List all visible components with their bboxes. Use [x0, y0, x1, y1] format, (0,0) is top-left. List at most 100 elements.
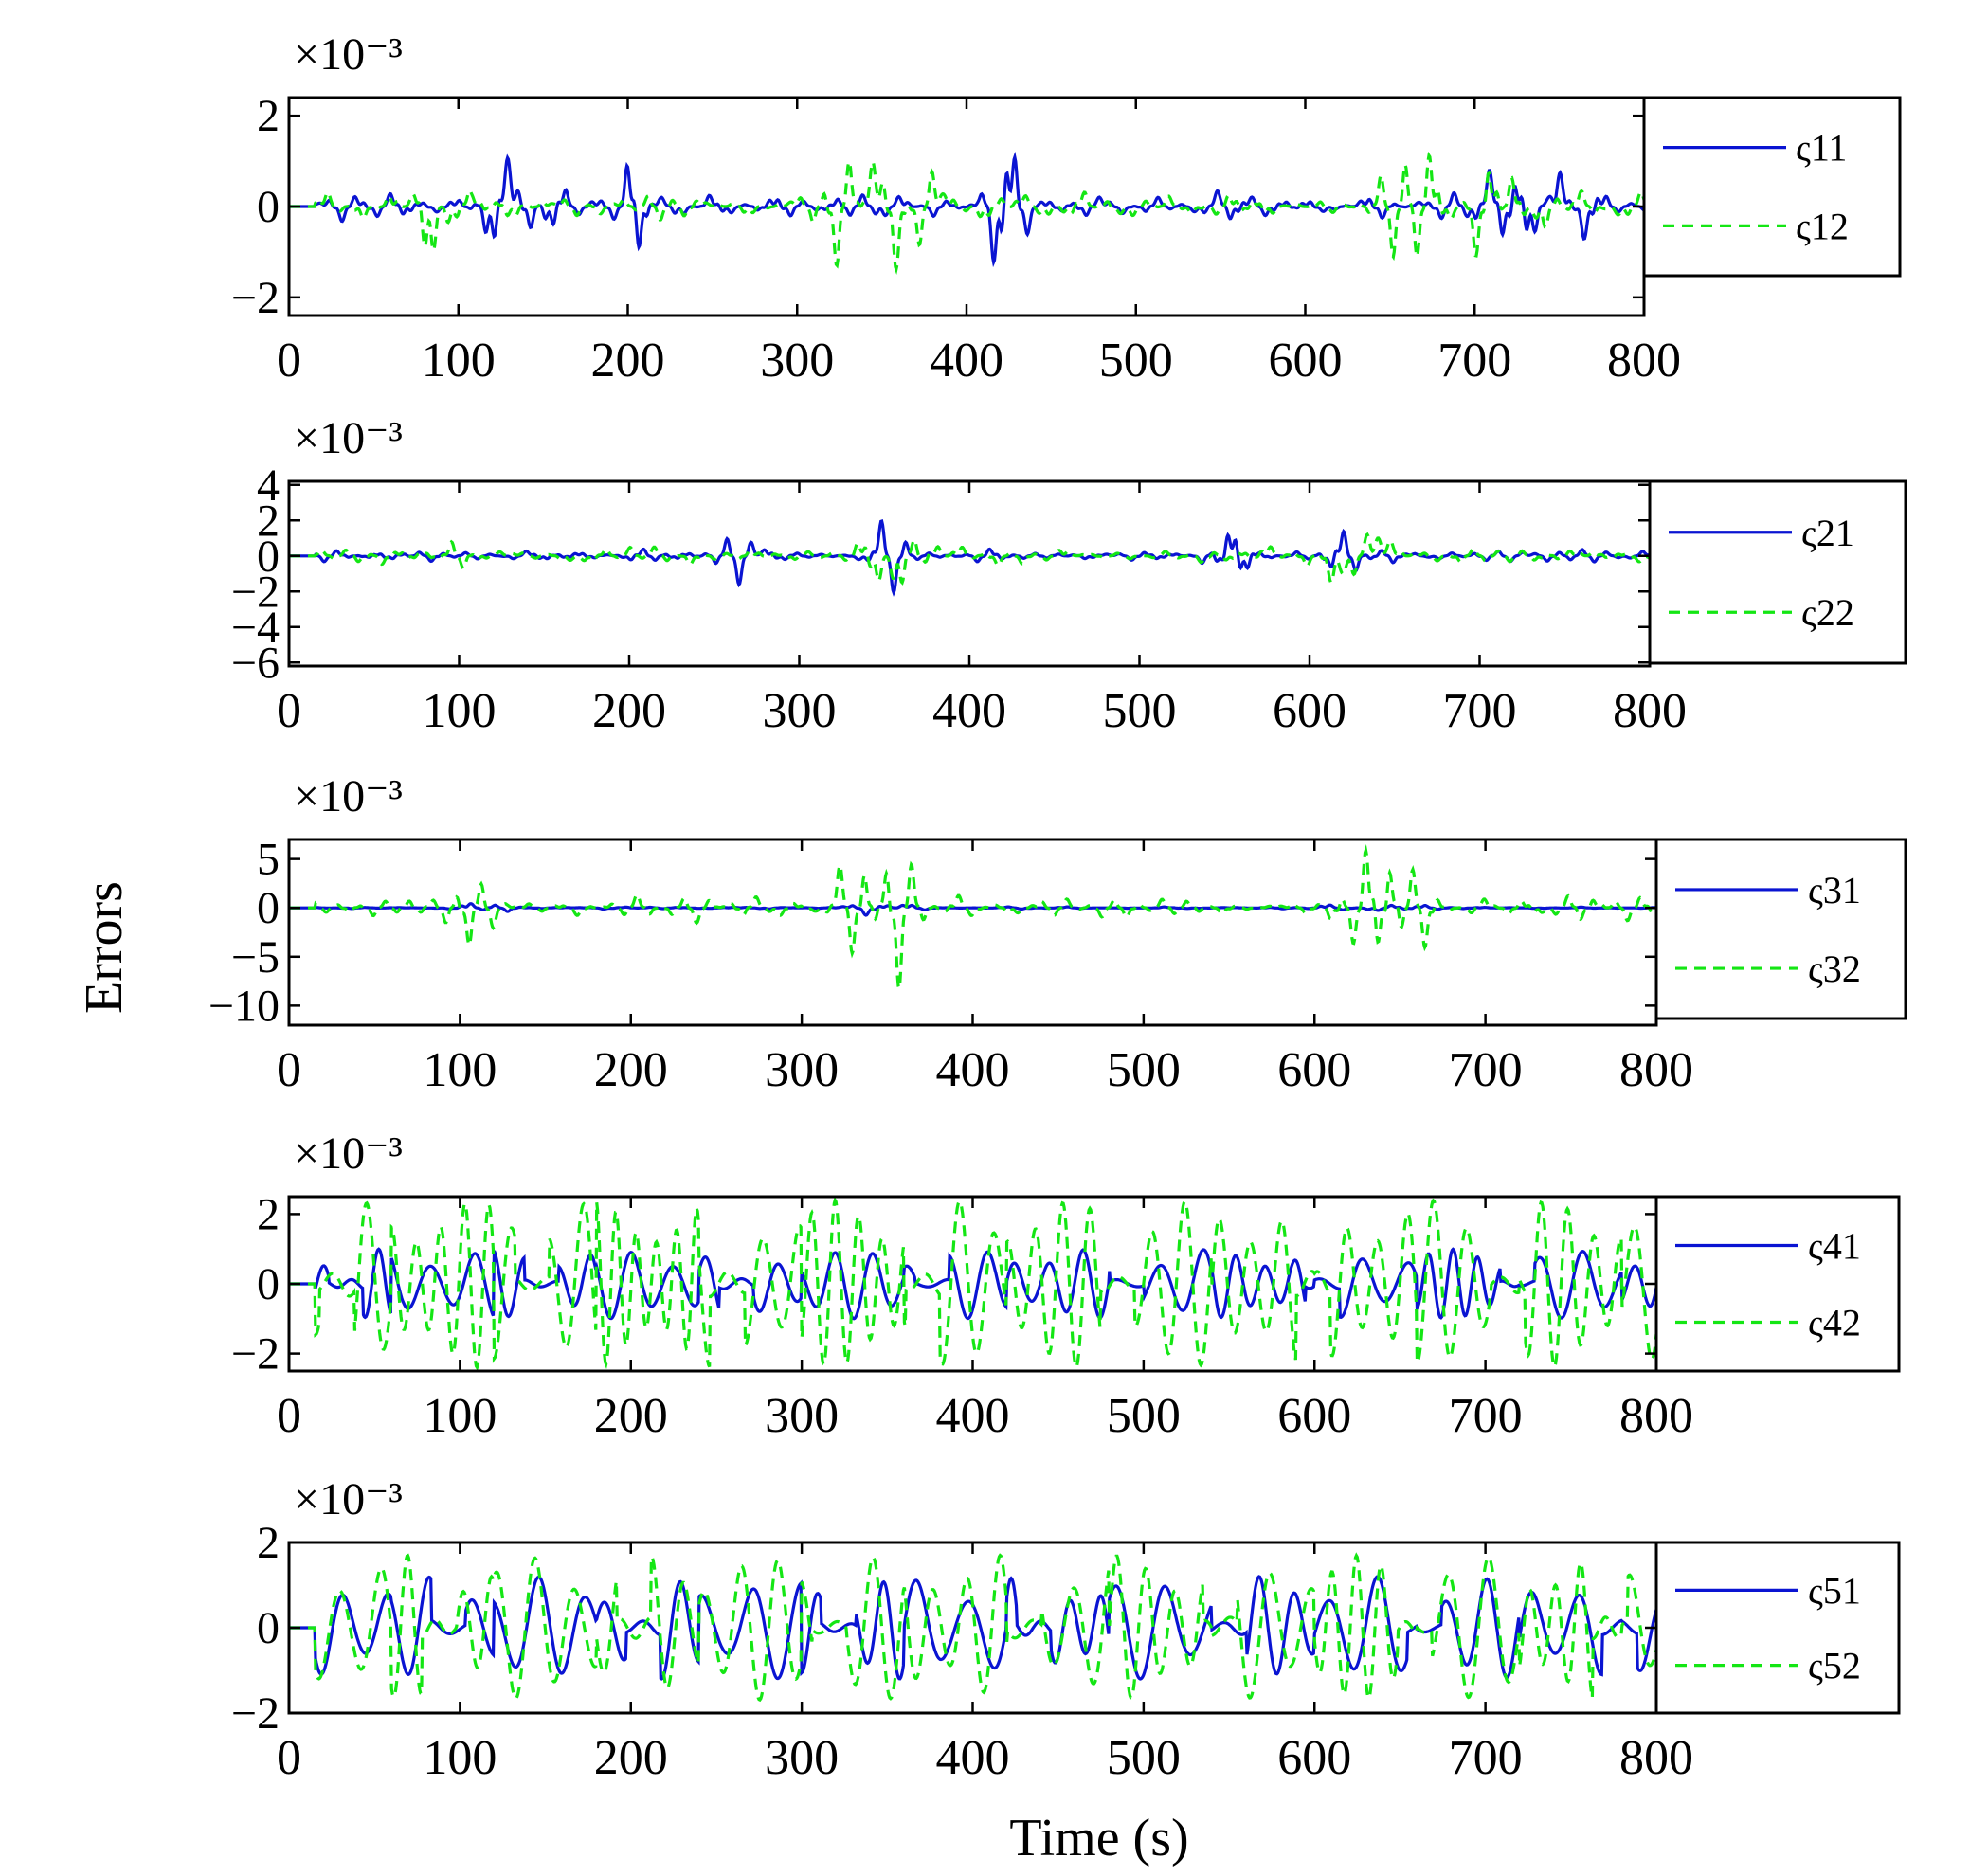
x-tick-label: 600: [1269, 334, 1343, 388]
x-tick-label: 500: [1107, 1389, 1181, 1443]
legend-label: ς51: [1808, 1569, 1861, 1612]
series-line-5-2: [289, 1552, 1656, 1703]
subplot-4: 0 100 200 300 400 500 600 700 800 −2 0 2 ×10⁻³ ς41 ς42: [231, 1128, 1901, 1443]
x-tick-label: 600: [1273, 684, 1346, 738]
x-tick-label: 400: [936, 1731, 1010, 1785]
y-tick-label: 2: [257, 496, 280, 546]
exponent-label: ×10⁻³: [294, 413, 403, 463]
subplot-2: 0 100 200 300 400 500 600 700 800−6−4−2024×10⁻³ς…: [231, 413, 1907, 738]
subplots: 0 100 200 300 400 500 600 700 800−202×10⁻³ς11ς12…: [208, 29, 1907, 1785]
exponent-label: ×10⁻³: [294, 1128, 403, 1179]
x-tick-label: 800: [1607, 334, 1681, 388]
x-tick-label: 800: [1619, 1043, 1693, 1097]
x-tick-label: 200: [591, 334, 665, 388]
legend-box: [1654, 1195, 1901, 1373]
x-tick-label: 100: [423, 1389, 497, 1443]
x-tick-label: 600: [1277, 1731, 1351, 1785]
x-tick-label: 700: [1449, 1389, 1523, 1443]
x-tick-label: 500: [1107, 1043, 1181, 1097]
y-tick-label: 5: [257, 835, 280, 885]
x-tick-label: 300: [765, 1389, 839, 1443]
x-tick-label: 0: [277, 684, 301, 738]
y-tick-label: 0: [257, 883, 280, 933]
y-tick-label: −5: [231, 932, 280, 983]
y-tick-label: −2: [231, 273, 280, 323]
exponent-label: ×10⁻³: [294, 29, 403, 80]
legend-box: [1654, 1541, 1901, 1715]
x-tick-label: 100: [423, 1043, 497, 1097]
legend-label: ς31: [1808, 869, 1861, 911]
x-tick-label: 100: [422, 334, 496, 388]
y-tick-label: −6: [231, 638, 280, 688]
legend-box: [1654, 838, 1907, 1020]
x-tick-label: 400: [936, 1043, 1010, 1097]
x-tick-label: 400: [932, 684, 1006, 738]
x-tick-label: 700: [1437, 334, 1511, 388]
y-tick-label: 0: [257, 532, 280, 582]
series-line-3-1: [289, 902, 1656, 917]
y-tick-label: 2: [257, 1518, 280, 1568]
x-tick-label: 200: [594, 1731, 668, 1785]
exponent-label: ×10⁻³: [294, 1474, 403, 1524]
axes-frame: [287, 838, 1658, 1027]
legend: ς21 ς22: [1648, 479, 1907, 665]
subplot-1: 0 100 200 300 400 500 600 700 800 −2 0 2 ×10⁻³ ς11 ς12: [231, 29, 1902, 388]
y-tick-label: 2: [257, 1189, 280, 1239]
y-tick-label: 0: [257, 1259, 280, 1309]
legend: ς11 ς12: [1642, 96, 1902, 278]
x-tick-label: 200: [594, 1389, 668, 1443]
x-tick-label: 500: [1107, 1731, 1181, 1785]
y-tick-label: −2: [231, 1329, 280, 1380]
legend-label: ς11: [1796, 127, 1847, 170]
series-line-2-2: [289, 532, 1650, 586]
subplot-3: 0 100 200 300 400 500 600 700 800−10−505×10⁻³ς31…: [208, 771, 1907, 1097]
exponent-label: ×10⁻³: [294, 771, 403, 821]
y-tick-label: −2: [231, 567, 280, 617]
x-tick-label: 400: [930, 334, 1003, 388]
series-line-1-2: [289, 151, 1644, 276]
series-line-4-2: [289, 1197, 1656, 1371]
x-tick-label: 700: [1449, 1043, 1523, 1097]
x-tick-label: 600: [1277, 1389, 1351, 1443]
legend: ς41 ς42: [1654, 1195, 1901, 1373]
x-tick-label: 300: [763, 684, 837, 738]
legend-label: ς42: [1808, 1301, 1861, 1344]
x-tick-label: 0: [277, 1043, 301, 1097]
x-tick-label: 600: [1277, 1043, 1351, 1097]
legend-label: ς41: [1808, 1225, 1861, 1268]
x-tick-label: 300: [765, 1731, 839, 1785]
x-tick-label: 400: [936, 1389, 1010, 1443]
x-tick-label: 800: [1613, 684, 1687, 738]
x-tick-label: 300: [765, 1043, 839, 1097]
x-tick-label: 300: [760, 334, 834, 388]
y-tick-label: 2: [257, 91, 280, 141]
x-tick-label: 700: [1449, 1731, 1523, 1785]
series-line-3-2: [289, 844, 1656, 989]
x-tick-label: 0: [277, 1731, 301, 1785]
x-tick-label: 100: [423, 684, 497, 738]
legend-box: [1648, 479, 1907, 665]
legend-label: ς52: [1808, 1645, 1861, 1687]
x-tick-label: 200: [594, 1043, 668, 1097]
y-tick-label: 4: [257, 460, 280, 511]
series-line-5-1: [289, 1575, 1656, 1681]
legend-box: [1642, 96, 1902, 278]
y-tick-label: −2: [231, 1688, 280, 1739]
y-tick-label: 0: [257, 182, 280, 232]
legend-label: ς32: [1808, 947, 1861, 990]
x-tick-label: 800: [1619, 1731, 1693, 1785]
x-tick-label: 0: [277, 334, 301, 388]
legend: ς51 ς52: [1654, 1541, 1901, 1715]
legend: ς31 ς32: [1654, 838, 1907, 1020]
y-tick-label: −4: [231, 603, 280, 653]
x-tick-label: 800: [1619, 1389, 1693, 1443]
legend-label: ς21: [1801, 512, 1854, 554]
y-tick-label: 0: [257, 1603, 280, 1653]
axes-frame: [287, 479, 1652, 668]
y-tick-label: −10: [208, 981, 280, 1031]
x-tick-label: 500: [1099, 334, 1173, 388]
x-tick-label: 500: [1103, 684, 1177, 738]
x-tick-label: 700: [1443, 684, 1517, 738]
